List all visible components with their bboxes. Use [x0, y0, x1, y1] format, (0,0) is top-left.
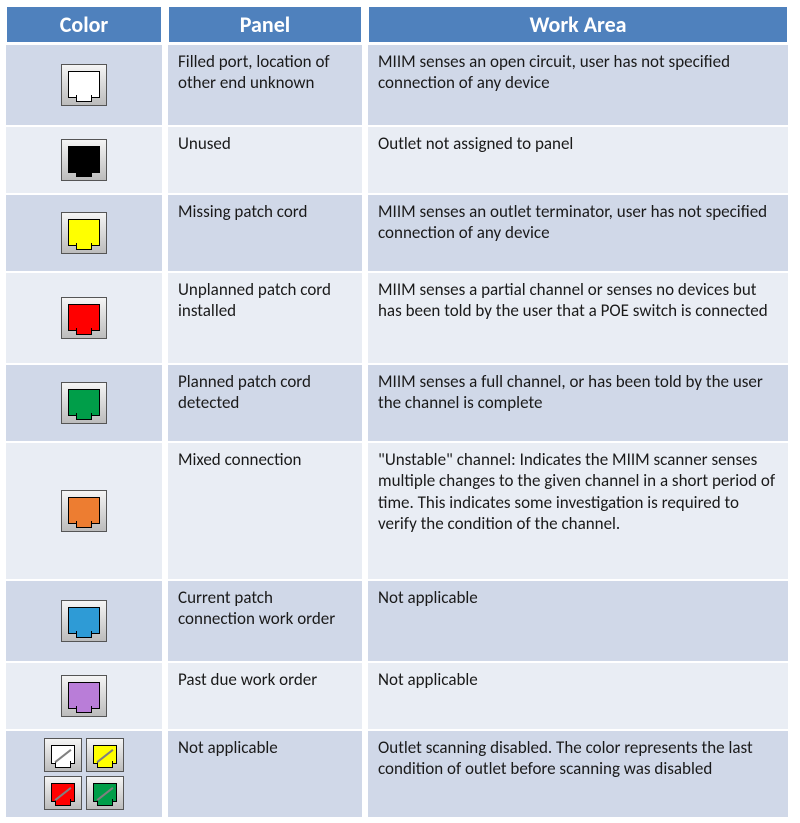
port-icon — [86, 738, 124, 772]
work-area-cell: Outlet not assigned to panel — [368, 127, 788, 193]
port-icon — [86, 776, 124, 810]
port-icon — [61, 382, 107, 424]
work-area-cell: MIIM senses a partial channel or senses … — [368, 273, 788, 363]
color-cell — [6, 365, 162, 441]
panel-cell: Planned patch cord detected — [168, 365, 362, 441]
color-cell — [6, 127, 162, 193]
port-icon-grid — [44, 738, 124, 810]
port-icon — [61, 64, 107, 106]
work-area-cell: MIIM senses an open circuit, user has no… — [368, 45, 788, 125]
panel-cell: Missing patch cord — [168, 195, 362, 271]
work-area-cell: MIIM senses an outlet terminator, user h… — [368, 195, 788, 271]
color-cell — [6, 273, 162, 363]
port-color-table: Color Panel Filled port, location of oth… — [0, 0, 800, 823]
port-icon — [61, 675, 107, 717]
panel-cell: Past due work order — [168, 663, 362, 729]
work-area-cell: MIIM senses a full channel, or has been … — [368, 365, 788, 441]
port-icon — [61, 139, 107, 181]
color-cell — [6, 443, 162, 579]
panel-cell: Filled port, location of other end unkno… — [168, 45, 362, 125]
panel-cell: Unplanned patch cord installed — [168, 273, 362, 363]
port-icon — [61, 297, 107, 339]
header-work-area: Work Area — [368, 6, 788, 43]
color-cell — [6, 663, 162, 729]
panel-cell: Current patch connection work order — [168, 581, 362, 661]
work-area-cell: Outlet scanning disabled. The color repr… — [368, 731, 788, 817]
port-icon — [61, 212, 107, 254]
header-panel: Panel — [168, 6, 362, 43]
header-color: Color — [6, 6, 162, 43]
color-cell — [6, 581, 162, 661]
work-area-cell: Not applicable — [368, 663, 788, 729]
work-area-cell: Not applicable — [368, 581, 788, 661]
column-work-area: Work Area MIIM senses an open circuit, u… — [368, 6, 788, 817]
color-cell — [6, 45, 162, 125]
color-cell — [6, 731, 162, 817]
color-cell — [6, 195, 162, 271]
port-icon — [61, 490, 107, 532]
panel-cell: Not applicable — [168, 731, 362, 817]
work-area-cell: "Unstable" channel: Indicates the MIIM s… — [368, 443, 788, 579]
port-icon — [61, 600, 107, 642]
column-panel: Panel Filled port, location of other end… — [168, 6, 362, 817]
port-icon — [44, 776, 82, 810]
panel-cell: Mixed connection — [168, 443, 362, 579]
port-icon — [44, 738, 82, 772]
column-color: Color — [6, 6, 162, 817]
panel-cell: Unused — [168, 127, 362, 193]
